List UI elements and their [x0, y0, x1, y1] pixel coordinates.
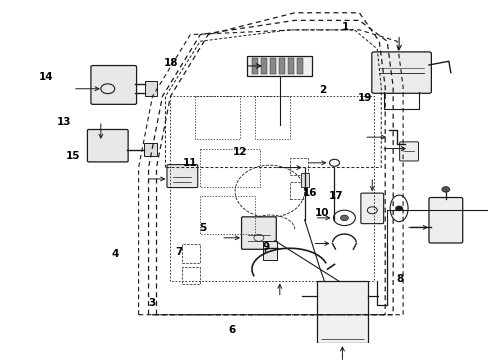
Text: 15: 15	[66, 151, 81, 161]
Text: 19: 19	[357, 93, 371, 103]
Circle shape	[394, 206, 402, 211]
Bar	[252, 58, 258, 73]
Bar	[182, 243, 200, 262]
FancyBboxPatch shape	[87, 130, 128, 162]
Bar	[263, 241, 276, 260]
Bar	[287, 58, 294, 73]
FancyBboxPatch shape	[428, 198, 462, 243]
Circle shape	[441, 186, 449, 192]
Bar	[300, 173, 308, 186]
Text: 16: 16	[302, 189, 317, 198]
Bar	[289, 158, 307, 175]
Bar	[182, 267, 200, 284]
Bar	[279, 58, 285, 73]
Bar	[297, 58, 303, 73]
FancyBboxPatch shape	[360, 193, 383, 224]
FancyBboxPatch shape	[166, 165, 197, 188]
Text: 18: 18	[163, 58, 178, 68]
Bar	[144, 81, 156, 96]
Text: 2: 2	[318, 85, 325, 95]
Text: 4: 4	[112, 249, 119, 258]
Text: 17: 17	[328, 190, 343, 201]
Text: 9: 9	[262, 242, 269, 252]
Circle shape	[340, 215, 347, 221]
Bar	[289, 182, 304, 199]
Bar	[270, 58, 276, 73]
Bar	[261, 58, 267, 73]
Text: 1: 1	[341, 22, 348, 32]
Text: 10: 10	[314, 208, 329, 218]
FancyBboxPatch shape	[399, 142, 418, 161]
Text: 13: 13	[56, 117, 71, 127]
Text: 3: 3	[148, 298, 155, 308]
Bar	[247, 55, 311, 76]
FancyBboxPatch shape	[371, 52, 430, 93]
Text: 14: 14	[39, 72, 53, 82]
Text: 12: 12	[232, 148, 246, 157]
Text: 11: 11	[183, 158, 197, 168]
Text: 8: 8	[396, 274, 403, 284]
Bar	[316, 282, 367, 343]
Bar	[143, 143, 157, 156]
Text: 7: 7	[175, 247, 182, 257]
Text: 5: 5	[199, 223, 206, 233]
FancyBboxPatch shape	[241, 217, 276, 249]
Text: 6: 6	[228, 324, 236, 334]
FancyBboxPatch shape	[91, 66, 136, 104]
